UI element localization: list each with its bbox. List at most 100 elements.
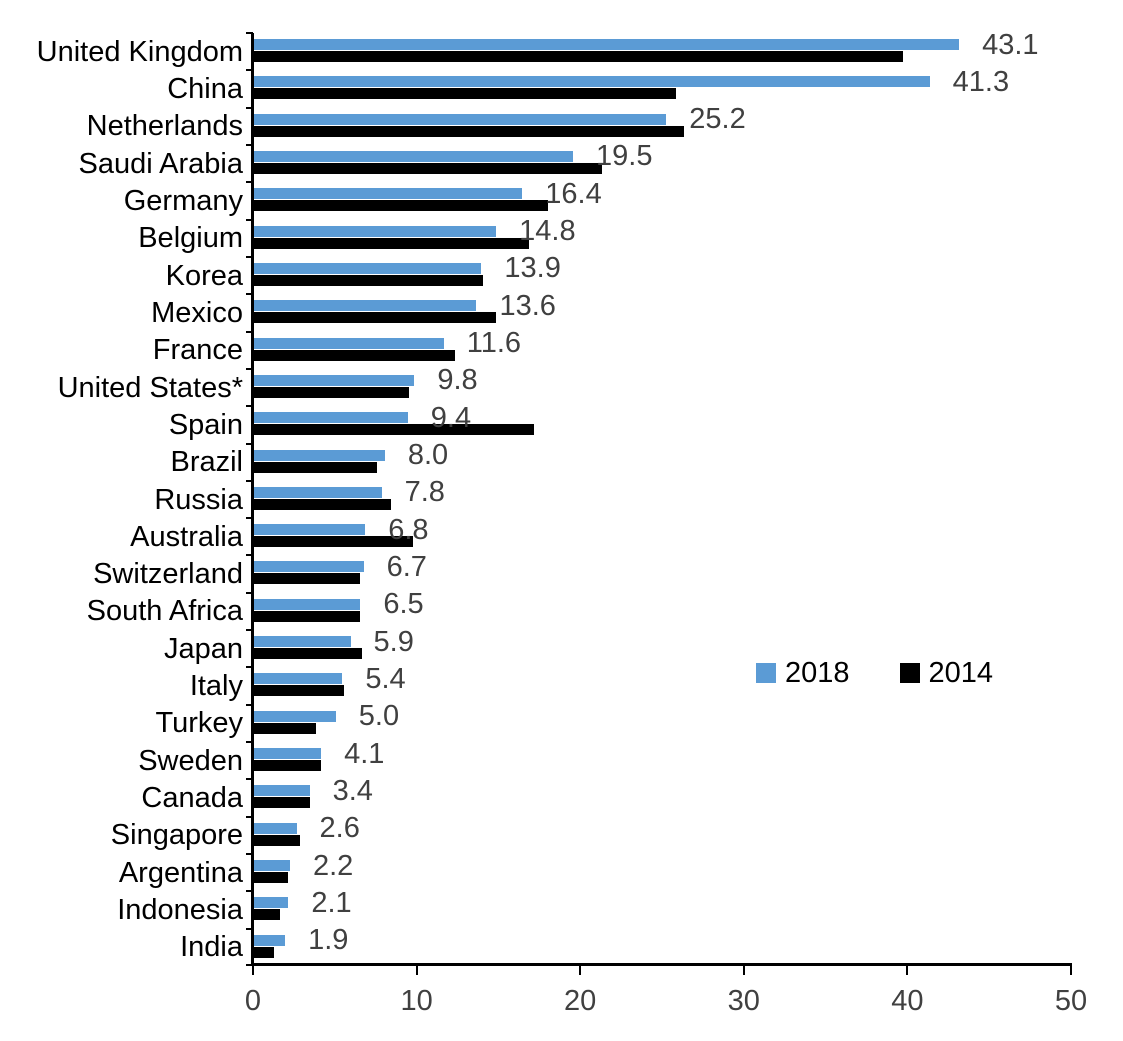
value-label: 41.3 [952, 65, 1010, 98]
y-axis-tick [246, 405, 253, 408]
y-axis-tick [246, 143, 253, 146]
x-axis-tick [1070, 966, 1072, 975]
category-label: Switzerland [93, 558, 243, 591]
x-axis-tick [906, 966, 909, 975]
bar-2018 [254, 673, 343, 685]
y-axis-tick [246, 591, 253, 594]
bar-2014 [254, 685, 344, 697]
y-axis-tick [246, 181, 253, 184]
bar-2018 [254, 39, 960, 50]
bar-2018 [254, 598, 361, 610]
legend-swatch-2014 [899, 663, 920, 683]
x-axis-tick-label: 10 [400, 985, 433, 1017]
category-label: Russia [154, 483, 243, 516]
value-label: 11.6 [466, 327, 522, 360]
category-label: Japan [163, 632, 243, 665]
y-axis [251, 33, 254, 966]
value-label: 8.0 [407, 439, 449, 472]
category-label: Netherlands [86, 110, 243, 143]
value-label: 14.8 [519, 215, 576, 248]
bar-2014 [254, 386, 410, 398]
bar-2014 [254, 946, 274, 958]
bar-2014 [254, 51, 904, 62]
x-axis-tick-label: 0 [244, 985, 262, 1017]
category-label: Mexico [151, 296, 243, 329]
y-axis-tick [246, 330, 253, 333]
y-axis-tick [246, 666, 253, 669]
value-label: 1.9 [308, 924, 349, 957]
x-axis-tick [579, 966, 582, 975]
bar-2014 [254, 424, 534, 436]
category-label: Belgium [138, 222, 243, 255]
y-axis-tick [246, 32, 253, 34]
bar-2018 [254, 188, 523, 200]
bar-2018 [254, 449, 385, 461]
y-axis-tick [246, 554, 253, 557]
y-axis-tick [246, 890, 253, 893]
value-label: 43.1 [982, 28, 1039, 61]
value-label: 2.6 [319, 812, 360, 845]
bar-2014 [254, 88, 677, 100]
category-label: Saudi Arabia [78, 147, 243, 180]
legend-item-2014: 2014 [899, 656, 993, 690]
bar-2018 [254, 710, 336, 722]
category-label: Brazil [170, 446, 243, 479]
y-axis-tick [246, 629, 253, 632]
value-label: 13.6 [499, 289, 556, 322]
y-axis-tick [246, 927, 253, 930]
bar-2014 [254, 162, 603, 174]
x-axis-tick [742, 966, 745, 975]
bar-2018 [254, 374, 415, 386]
value-label: 5.9 [373, 625, 414, 658]
value-label: 5.0 [358, 700, 400, 733]
value-label: 6.7 [386, 550, 427, 583]
bar-2014 [254, 909, 281, 921]
y-axis-tick [246, 218, 253, 221]
bar-2014 [254, 349, 456, 361]
y-axis-tick [246, 703, 253, 706]
category-label: China [167, 72, 243, 105]
y-axis-tick [246, 479, 253, 482]
bar-2014 [254, 648, 362, 660]
category-label: Singapore [110, 819, 243, 852]
y-axis-tick [246, 69, 253, 72]
bar-2018 [254, 524, 366, 536]
bar-2018 [254, 486, 382, 498]
y-axis-tick [246, 255, 253, 258]
bar-2014 [254, 834, 300, 846]
bar-2014 [254, 461, 377, 473]
bar-2018 [254, 337, 444, 349]
value-label: 16.4 [545, 177, 602, 210]
bar-2018 [254, 76, 930, 88]
value-label: 4.1 [344, 737, 385, 770]
category-label: Sweden [138, 744, 243, 777]
bar-2014 [254, 872, 289, 884]
legend-swatch-2018 [756, 663, 776, 683]
y-axis-tick [246, 367, 253, 370]
y-axis-tick [246, 853, 253, 856]
x-axis-tick-label: 40 [891, 985, 924, 1017]
x-axis [251, 963, 1072, 966]
value-label: 25.2 [689, 103, 746, 136]
bar-2014 [254, 200, 549, 212]
bar-2014 [254, 536, 413, 548]
y-axis-tick [246, 442, 253, 445]
x-axis-tick-label: 30 [727, 985, 760, 1017]
bar-2014 [254, 797, 310, 809]
value-label: 9.8 [437, 364, 478, 397]
bar-2014 [254, 237, 529, 249]
x-axis-tick-label: 50 [1054, 985, 1088, 1017]
category-label: Australia [130, 520, 243, 553]
category-label: Italy [189, 670, 243, 703]
y-axis-tick [246, 815, 253, 818]
value-label: 6.5 [383, 588, 424, 621]
bar-2018 [254, 150, 574, 162]
y-axis-tick [246, 293, 253, 296]
category-label: France [152, 334, 243, 367]
bar-2014 [254, 312, 497, 324]
bar-2018 [254, 822, 297, 834]
category-label: Germany [123, 184, 243, 217]
value-label: 5.4 [365, 662, 406, 695]
value-label: 19.5 [596, 140, 653, 173]
